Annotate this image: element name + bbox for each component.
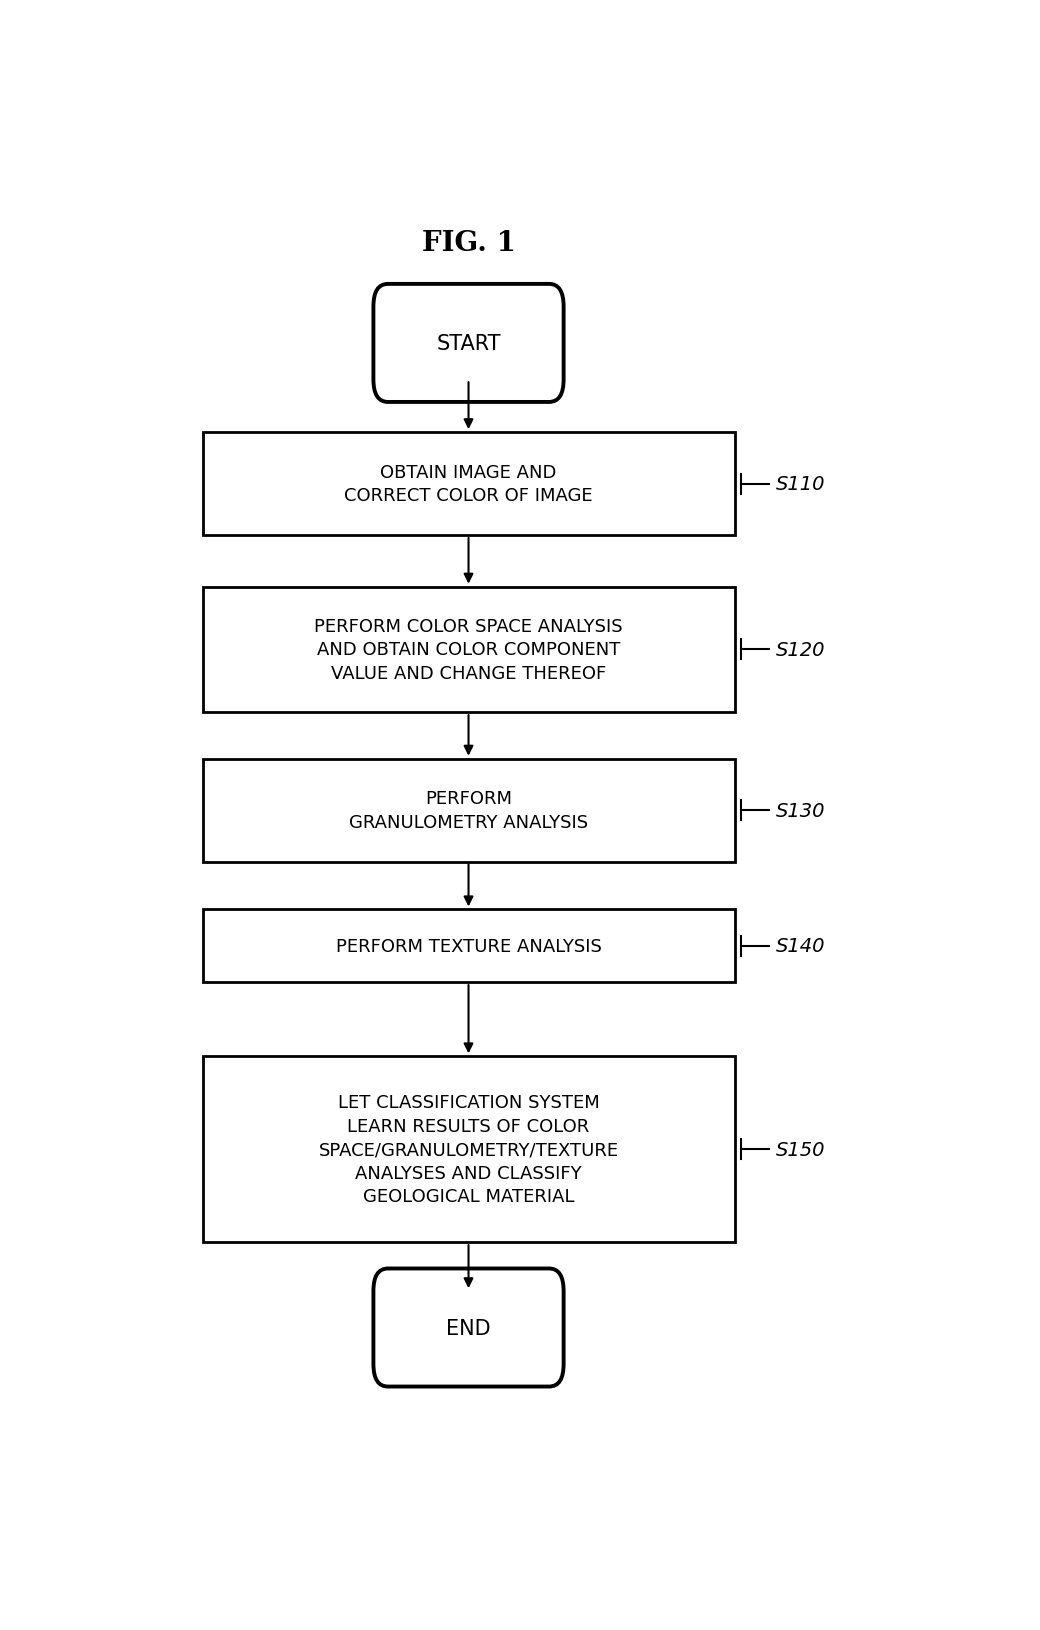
Text: LET CLASSIFICATION SYSTEM
LEARN RESULTS OF COLOR
SPACE/GRANULOMETRY/TEXTURE
ANAL: LET CLASSIFICATION SYSTEM LEARN RESULTS … [318,1094,619,1206]
Text: END: END [446,1317,491,1338]
Text: S110: S110 [776,474,825,494]
Text: START: START [436,334,501,354]
Bar [203,910,734,983]
Bar [203,587,734,712]
FancyBboxPatch shape [373,1268,564,1387]
Text: S150: S150 [776,1139,825,1159]
Text: PERFORM
GRANULOMETRY ANALYSIS: PERFORM GRANULOMETRY ANALYSIS [349,791,588,831]
Text: S140: S140 [776,937,825,955]
Bar [203,434,734,536]
Bar [203,760,734,862]
FancyBboxPatch shape [373,285,564,403]
Text: PERFORM TEXTURE ANALYSIS: PERFORM TEXTURE ANALYSIS [336,937,601,955]
Text: S130: S130 [776,800,825,820]
Bar [203,1056,734,1242]
Text: S120: S120 [776,641,825,660]
Text: OBTAIN IMAGE AND
CORRECT COLOR OF IMAGE: OBTAIN IMAGE AND CORRECT COLOR OF IMAGE [344,463,593,505]
Text: PERFORM COLOR SPACE ANALYSIS
AND OBTAIN COLOR COMPONENT
VALUE AND CHANGE THEREOF: PERFORM COLOR SPACE ANALYSIS AND OBTAIN … [314,618,623,683]
Text: FIG. 1: FIG. 1 [421,230,516,258]
